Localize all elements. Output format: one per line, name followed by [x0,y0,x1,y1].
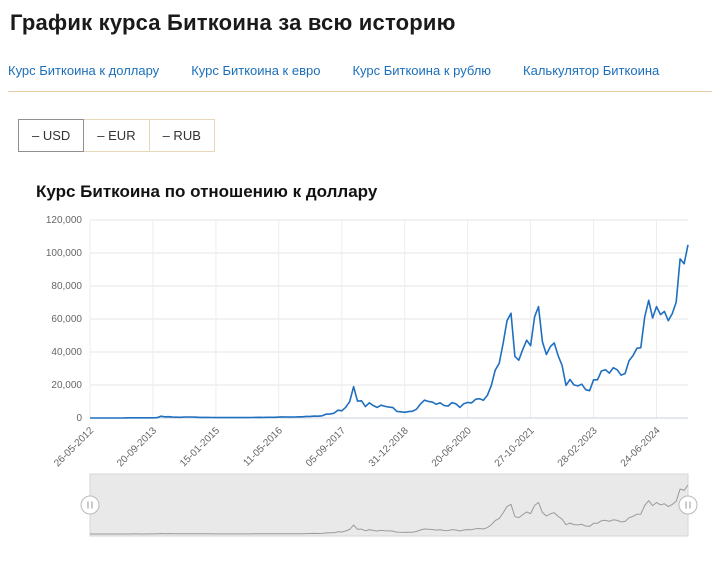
price-line-series [90,244,689,419]
chart-container: 0 20,000 40,000 60,000 80,000 100,000 120,000 2… [40,206,712,551]
x-axis-label: 31-12-2018 [367,425,411,469]
navigator-track[interactable] [89,473,689,537]
navigator-handle-right[interactable] [678,495,698,515]
y-axis-label: 0 [76,413,82,424]
x-axis-label: 26-05-2012 [52,425,96,469]
x-axis-label: 11-05-2016 [241,425,285,469]
navigator-handle-left[interactable] [80,495,100,515]
navigator-series [90,484,689,535]
currency-tabs: – USD – EUR – RUB [18,119,721,152]
chart-gridlines [89,219,688,419]
chart-title: Курс Биткоина по отношению к доллару [36,182,378,201]
x-axis-label: 20-06-2020 [430,425,474,469]
x-axis-label: 27-10-2021 [493,425,537,469]
tab-usd[interactable]: – USD [18,119,85,152]
nav-link-rub[interactable]: Курс Биткоина к рублю [352,63,492,78]
price-chart-svg: 0 20,000 40,000 60,000 80,000 100,000 120,000 2… [46,215,698,537]
x-axis-label: 24-06-2024 [619,425,663,469]
top-nav: Курс Биткоина к доллару Курс Биткоина к … [8,63,712,92]
x-axis-label: 20-09-2013 [115,425,159,469]
page-title: График курса Биткоина за всю историю [10,10,456,35]
x-axis-label: 28-02-2023 [556,425,600,469]
y-axis-label: 60,000 [51,314,82,325]
nav-link-calculator[interactable]: Калькулятор Биткоина [523,63,660,78]
nav-link-usd[interactable]: Курс Биткоина к доллару [8,63,160,78]
y-axis-label: 20,000 [51,380,82,391]
y-axis-label: 40,000 [51,347,82,358]
y-axis-label: 120,000 [46,215,83,226]
tab-eur[interactable]: – EUR [83,119,150,152]
x-axis-label: 05-09-2017 [304,425,348,469]
y-axis-label: 80,000 [51,281,82,292]
nav-link-eur[interactable]: Курс Биткоина к евро [191,63,321,78]
y-axis-label: 100,000 [46,248,83,259]
tab-rub[interactable]: – RUB [148,119,215,152]
x-axis-label: 15-01-2015 [178,425,222,469]
